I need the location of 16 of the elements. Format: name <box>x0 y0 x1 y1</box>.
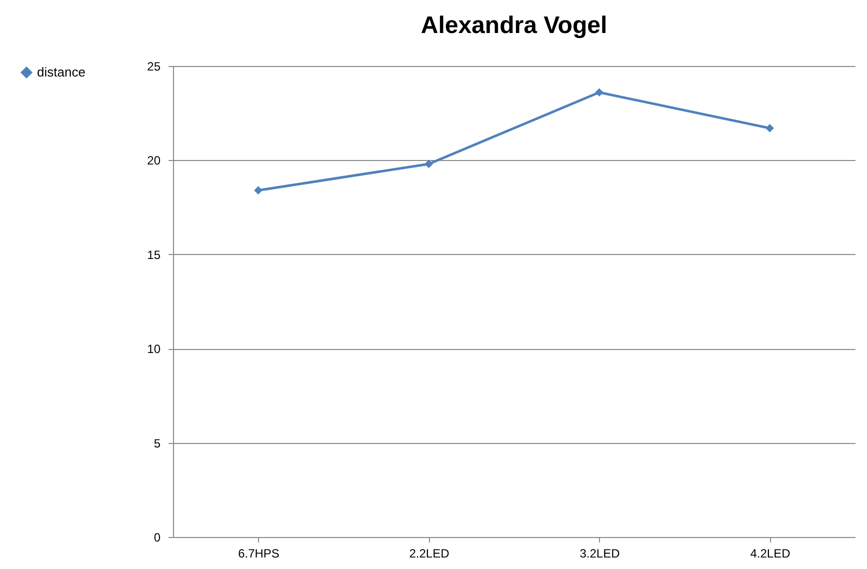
y-tick-label: 0 <box>154 530 161 544</box>
chart-title: Alexandra Vogel <box>420 12 608 39</box>
y-tick-label: 10 <box>147 342 161 356</box>
x-tick-label: 4.2LED <box>750 546 791 560</box>
legend-label: distance <box>37 64 86 80</box>
y-tick-label: 20 <box>147 154 161 168</box>
y-tick-label: 5 <box>154 436 161 450</box>
point <box>254 186 262 195</box>
point <box>595 88 604 97</box>
x-tick-label: 6.7HPS <box>238 546 280 560</box>
y-tick-label: 15 <box>147 248 161 262</box>
x-tick-label: 2.2LED <box>409 546 450 560</box>
y-tick-label: 25 <box>147 60 161 74</box>
point <box>424 160 433 168</box>
x-tick-label: 3.2LED <box>580 546 620 560</box>
point <box>766 124 774 132</box>
